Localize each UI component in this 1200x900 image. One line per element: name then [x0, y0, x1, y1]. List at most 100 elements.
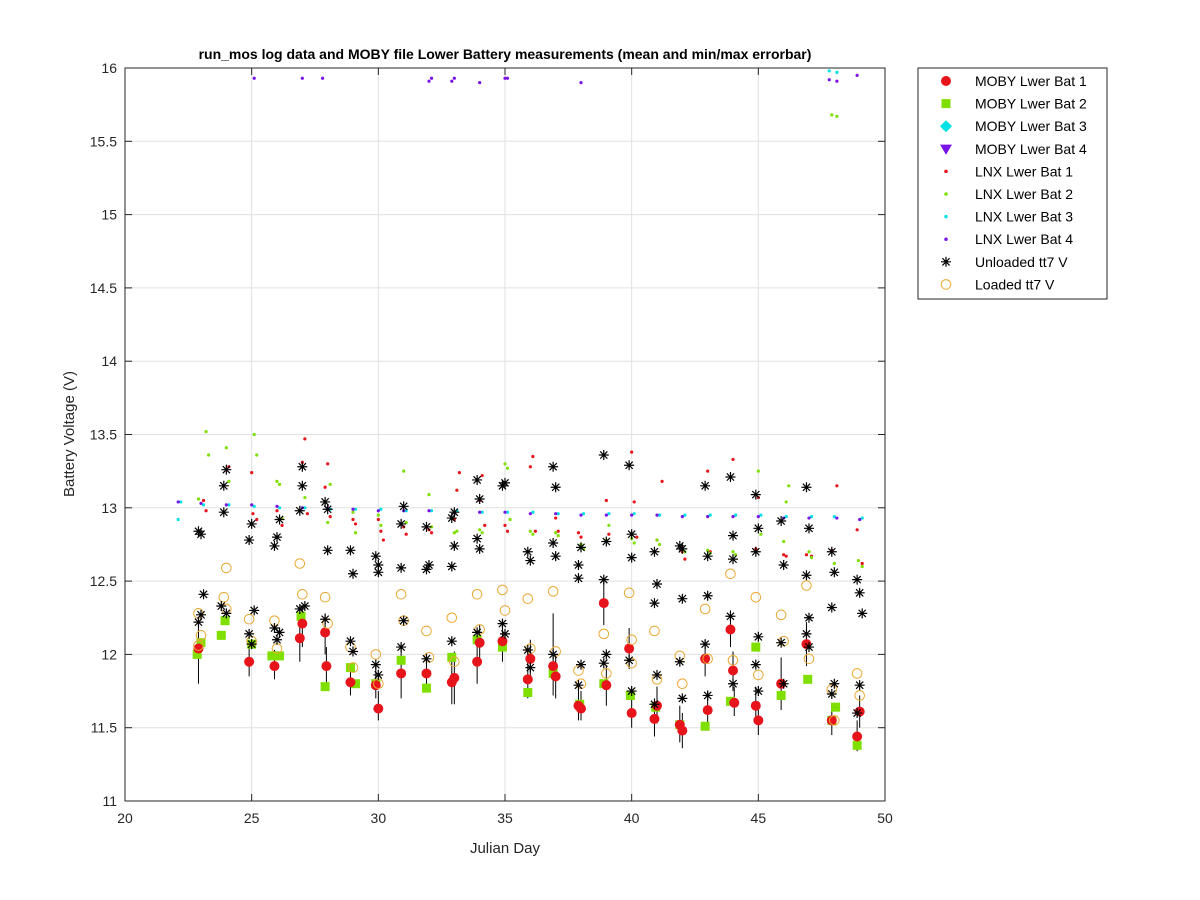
lnx-lwer-bat-2-point	[531, 532, 535, 536]
legend-marker-lnx-lwer-bat-2	[944, 192, 948, 196]
y-tick-label: 12.5	[90, 573, 117, 589]
moby-lwer-bat-1-point	[626, 708, 637, 719]
unloaded-tt7-v-point	[272, 634, 282, 645]
lnx-lwer-bat-4-point	[275, 504, 279, 508]
lnx-lwer-bat-2-point	[505, 466, 510, 470]
unloaded-tt7-v-point	[299, 601, 310, 612]
lnx-lwer-bat-1-point	[632, 500, 636, 504]
legend-marker-moby-lwer-bat-2	[941, 99, 951, 109]
moby-lwer-bat-1-point	[753, 715, 764, 726]
lnx-lwer-bat-1-point	[381, 538, 385, 542]
unloaded-tt7-v-point	[677, 543, 688, 554]
lnx-lwer-bat-1-point	[576, 531, 581, 535]
moby-lwer-bat-1-point	[548, 661, 559, 672]
lnx-lwer-bat-4-point	[756, 514, 760, 519]
moby-lwer-bat-1-point	[474, 637, 485, 648]
legend-label-lnx-lwer-bat-3: LNX Lwer Bat 3	[975, 209, 1073, 225]
x-tick-label: 50	[877, 810, 893, 826]
unloaded-tt7-v-point	[525, 662, 536, 673]
lnx-lwer-bat-3-point	[556, 512, 560, 516]
unloaded-tt7-v-point	[677, 693, 688, 704]
moby-lwer-bat-1-point	[396, 668, 407, 679]
unloaded-tt7-v-point	[778, 678, 789, 689]
x-tick-label: 25	[244, 810, 260, 826]
lnx-lwer-bat-1-point	[251, 512, 255, 516]
unloaded-tt7-v-point	[652, 669, 662, 680]
unloaded-tt7-v-point	[474, 543, 485, 554]
moby-lwer-bat-1-point	[321, 661, 332, 672]
lnx-lwer-bat-3-point	[353, 507, 358, 511]
loaded-tt7-v-point	[851, 668, 863, 679]
loaded-tt7-v-point	[854, 690, 865, 701]
lnx-lwer-bat-1-point	[255, 517, 259, 522]
loaded-tt7-v-point	[801, 580, 812, 591]
lnx-lwer-bat-4-point	[427, 79, 431, 83]
lnx-lwer-bat-2-point	[832, 561, 836, 566]
series-moby-lwer-bat-1	[193, 598, 865, 742]
lnx-lwer-bat-4-point	[731, 514, 735, 519]
unloaded-tt7-v-point	[548, 649, 559, 660]
x-tick-label: 40	[624, 810, 640, 826]
moby-lwer-bat-2-point	[196, 638, 206, 648]
unloaded-tt7-v-point	[854, 680, 865, 691]
lnx-lwer-bat-4-point	[630, 513, 634, 517]
unloaded-tt7-v-point	[398, 615, 409, 626]
unloaded-tt7-v-point	[652, 579, 662, 590]
unloaded-tt7-v-point	[576, 542, 586, 553]
unloaded-tt7-v-point	[474, 494, 485, 505]
loaded-tt7-v-point	[623, 587, 635, 599]
unloaded-tt7-v-point	[626, 552, 637, 563]
unloaded-tt7-v-point	[348, 646, 358, 657]
y-axis-label: Battery Voltage (V)	[61, 371, 78, 497]
unloaded-tt7-v-point	[601, 536, 612, 547]
unloaded-tt7-v-point	[421, 521, 432, 532]
lnx-lwer-bat-4-point	[579, 513, 583, 517]
y-tick-label: 15	[101, 207, 117, 223]
moby-lwer-bat-2-point	[852, 740, 862, 750]
unloaded-tt7-v-point	[804, 642, 814, 653]
lnx-lwer-bat-4-point	[680, 514, 684, 519]
loaded-tt7-v-point	[221, 562, 232, 574]
loaded-tt7-v-point	[601, 668, 612, 679]
lnx-lwer-bat-2-point	[731, 550, 735, 554]
moby-lwer-bat-2-point	[497, 642, 507, 652]
lnx-lwer-bat-3-point	[379, 507, 383, 511]
unloaded-tt7-v-point	[274, 514, 285, 525]
lnx-lwer-bat-2-point	[835, 114, 839, 118]
lnx-lwer-bat-4-point	[554, 512, 558, 516]
unloaded-tt7-v-point	[424, 559, 434, 570]
lnx-lwer-bat-4-point	[252, 76, 256, 80]
lnx-lwer-bat-1-point	[660, 479, 664, 484]
legend-marker-lnx-lwer-bat-3	[944, 214, 948, 219]
lnx-lwer-bat-3-point	[759, 513, 763, 517]
lnx-lwer-bat-4-point	[835, 79, 839, 83]
lnx-lwer-bat-4-point	[478, 81, 482, 85]
lnx-lwer-bat-3-point	[303, 506, 307, 510]
lnx-lwer-bat-4-point	[807, 516, 811, 520]
moby-lwer-bat-2-point	[345, 663, 355, 673]
loaded-tt7-v-point	[725, 568, 736, 580]
moby-lwer-bat-1-point	[601, 680, 612, 691]
lnx-lwer-bat-1-point	[480, 473, 484, 478]
moby-lwer-bat-2-point	[523, 688, 533, 698]
moby-lwer-bat-2-point	[625, 690, 635, 700]
lnx-lwer-bat-2-point	[224, 446, 228, 450]
unloaded-tt7-v-point	[421, 653, 432, 664]
unloaded-tt7-v-point	[218, 480, 229, 491]
unloaded-tt7-v-point	[829, 678, 840, 689]
lnx-lwer-bat-2-point	[353, 531, 358, 535]
moby-lwer-bat-1-point	[725, 624, 736, 635]
lnx-lwer-bat-3-point	[277, 506, 282, 510]
unloaded-tt7-v-point	[294, 603, 305, 614]
unloaded-tt7-v-point	[472, 627, 483, 638]
loaded-tt7-v-point	[243, 613, 255, 625]
y-tick-label: 14.5	[90, 280, 117, 296]
lnx-lwer-bat-4-point	[478, 510, 482, 514]
loaded-tt7-v-point	[753, 669, 764, 681]
lnx-lwer-bat-2-point	[632, 541, 636, 545]
loaded-tt7-v-point	[699, 603, 711, 615]
unloaded-tt7-v-point	[322, 504, 333, 515]
moby-lwer-bat-1-point	[297, 618, 308, 629]
unloaded-tt7-v-point	[446, 561, 457, 572]
